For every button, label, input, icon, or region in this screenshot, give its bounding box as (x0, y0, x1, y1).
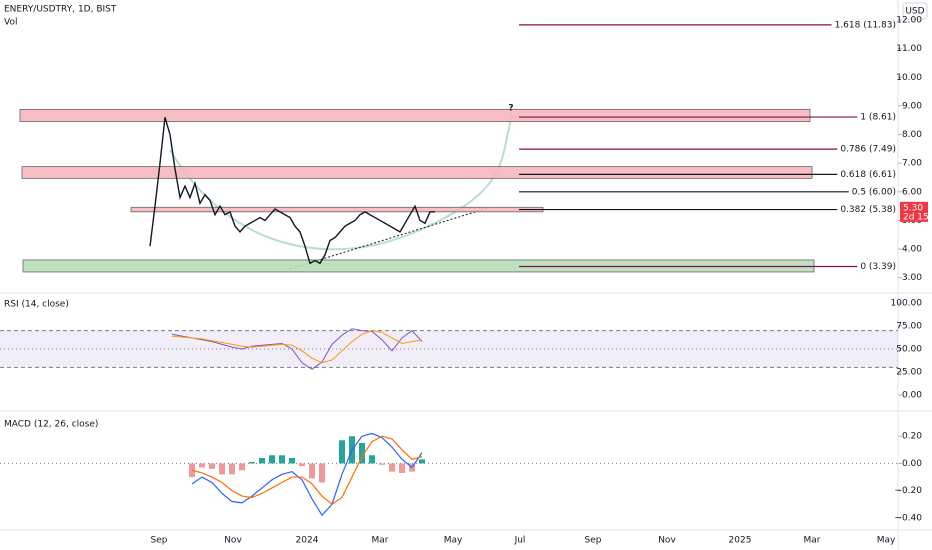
histogram-bar (269, 455, 275, 464)
x-axis-label: 2024 (296, 536, 319, 546)
fib-label: 0.5 (6.00) (852, 187, 896, 197)
histogram-bar (249, 462, 255, 464)
histogram-bar (419, 459, 425, 464)
x-axis-label: Sep (585, 536, 602, 546)
fib-label: 0 (3.39) (860, 262, 896, 272)
x-axis-label: May (877, 536, 896, 546)
pane-title: RSI (14, close) (4, 300, 69, 310)
price-zone (21, 166, 813, 179)
histogram-bar (209, 463, 215, 469)
histogram-bar (359, 443, 365, 464)
histogram-bar (239, 463, 245, 471)
y-tick-label: 3.00 (902, 273, 922, 283)
y-tick-label: 10.00 (896, 73, 922, 83)
fib-label: 0.618 (6.61) (840, 170, 896, 180)
fib-label: 0.786 (7.49) (840, 145, 896, 155)
histogram-bar (229, 463, 235, 475)
histogram-bar (289, 457, 295, 464)
fib-label: 0.382 (5.38) (840, 205, 896, 215)
y-tick-label: 7.00 (902, 159, 922, 169)
x-axis-label: Nov (224, 536, 242, 546)
currency-button[interactable] (902, 2, 928, 20)
histogram-bar (279, 455, 285, 464)
price-zone (130, 206, 544, 213)
x-axis-label: Mar (804, 536, 821, 546)
histogram-bar (319, 463, 325, 483)
histogram-bar (379, 463, 385, 465)
y-tick-label: −0.40 (894, 513, 922, 523)
y-tick-label: 8.00 (902, 130, 922, 140)
histogram-bar (199, 463, 205, 468)
pane-title: MACD (12, 26, close) (4, 420, 98, 430)
y-tick-label: 0.00 (902, 459, 922, 469)
volume-label: Vol (4, 18, 17, 28)
symbol-title: ENERY/USDTRY, 1D, BIST (4, 5, 117, 15)
histogram-bar (219, 463, 225, 475)
price-zone (19, 108, 811, 123)
y-tick-label: 12.00 (896, 16, 922, 26)
histogram-bar (369, 455, 375, 464)
series-line (149, 117, 435, 265)
histogram-bar (389, 463, 395, 472)
fib-label: 1.618 (11.83) (835, 20, 896, 30)
series-line (191, 432, 423, 517)
y-tick-label: 4.00 (902, 245, 922, 255)
y-tick-label: 100.00 (891, 298, 923, 308)
y-tick-label: 75.00 (896, 321, 922, 331)
histogram-bar (259, 457, 265, 464)
plot-layer: Sep Nov 2024 Mar May Jul Sep Nov 2025 Mar May 3.00 4… (0, 16, 932, 546)
annotation: ? (508, 104, 513, 114)
y-tick-label: 6.00 (902, 187, 922, 197)
y-tick-label: 9.00 (902, 101, 922, 111)
histogram-bar (399, 463, 405, 473)
y-tick-label: 11.00 (896, 44, 922, 54)
last-price-label: 5.30 (903, 203, 923, 213)
y-tick-label: 50.00 (896, 344, 922, 354)
y-tick-label: 25.00 (896, 367, 922, 377)
series-line (171, 330, 423, 364)
fib-label: 1 (8.61) (860, 113, 896, 123)
x-axis-label: Sep (151, 536, 168, 546)
projection-curve (169, 114, 513, 251)
histogram-bar (309, 463, 315, 479)
y-tick-label: 0.20 (902, 432, 922, 442)
x-axis-label: Jul (514, 536, 526, 546)
histogram-bar (299, 463, 305, 467)
series-line (191, 435, 423, 505)
y-tick-label: −0.20 (894, 486, 922, 496)
currency-label[interactable]: USD (905, 7, 924, 17)
countdown-label: 2d 15h (903, 212, 932, 222)
x-axis-label: Mar (372, 536, 389, 546)
series-line (171, 328, 423, 370)
x-axis-label: Nov (658, 536, 676, 546)
x-axis-label: May (444, 536, 463, 546)
histogram-bar (339, 440, 345, 464)
trend-line (289, 207, 489, 270)
y-tick-label: 0.00 (902, 390, 922, 400)
x-axis-label: 2025 (729, 536, 752, 546)
last-price-box (900, 201, 928, 222)
